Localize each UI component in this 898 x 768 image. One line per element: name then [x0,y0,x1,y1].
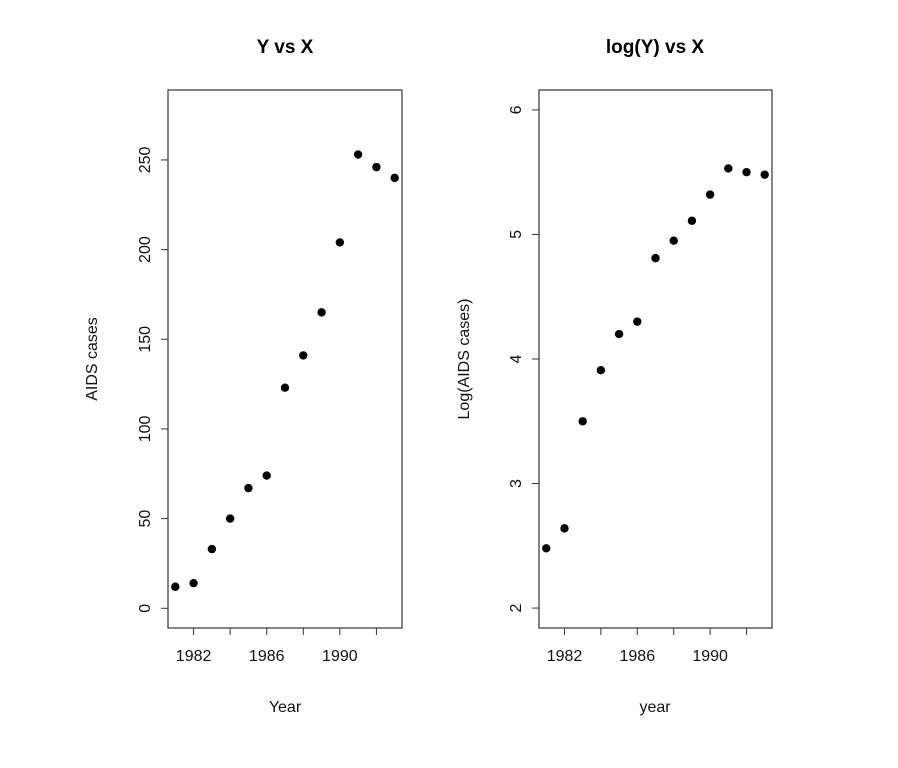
data-point [651,253,660,263]
data-point [262,471,271,480]
data-point [171,582,180,591]
chart-title: log(Y) vs X [606,37,705,58]
y-tick-label: 100 [137,415,154,442]
data-point [189,578,198,588]
x-axis-label: Year [269,699,302,716]
y-tick-label: 6 [508,105,525,114]
y-axis-label: AIDS cases [84,317,101,401]
y-tick-label: 50 [137,510,154,528]
y-tick-label: 0 [137,604,154,613]
data-point [207,544,217,554]
x-tick-label: 1982 [176,648,212,665]
data-point [742,167,751,177]
data-points [542,164,769,553]
x-tick-label: 1982 [547,648,583,665]
x-tick-label: 1990 [692,648,728,665]
data-point [244,483,253,493]
data-point [614,329,624,339]
y-tick-label: 4 [508,354,525,363]
data-point [596,366,606,375]
data-point [372,162,381,172]
data-point [542,544,551,553]
data-point [390,173,399,183]
panel-right: log(Y) vs X 2 3 4 5 6 1982 1986 1990 year Log(… [456,37,773,716]
y-tick-label: 5 [508,230,525,239]
y-tick-label: 3 [508,479,525,488]
data-point [317,308,326,317]
data-point [560,524,569,533]
data-point [225,514,235,523]
x-axis-label: year [639,699,671,716]
data-point [724,164,733,173]
data-point [578,417,587,426]
y-axis: 2 3 4 5 6 [508,105,540,613]
y-tick-label: 2 [508,604,525,613]
y-axis-label: Log(AIDS cases) [456,299,473,420]
data-points [171,150,399,591]
chart-title: Y vs X [257,37,314,58]
data-point [705,190,715,199]
y-tick-label: 200 [137,236,154,263]
y-tick-label: 150 [137,326,154,353]
x-tick-label: 1990 [322,648,358,665]
x-tick-label: 1986 [620,648,656,665]
data-point [353,150,363,159]
panel-left: Y vs X 0 50 100 150 200 250 1982 1986 1990 Year… [84,37,403,716]
data-point [687,216,697,225]
data-point [669,236,678,245]
y-axis: 0 50 100 150 200 250 [137,146,169,613]
data-point [299,351,308,360]
data-point [335,238,345,247]
x-axis: 1982 1986 1990 [547,627,748,665]
data-point [280,383,290,392]
y-tick-label: 250 [137,146,154,173]
data-point [633,317,642,326]
x-axis: 1982 1986 1990 [176,627,377,665]
data-point [760,170,769,179]
x-tick-label: 1986 [249,648,285,665]
